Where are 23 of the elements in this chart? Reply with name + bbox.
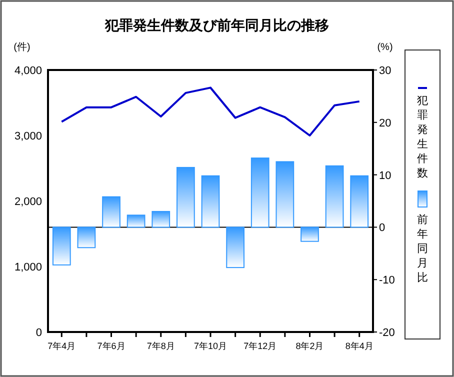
y2-tick-label: 30 — [379, 65, 392, 77]
y2-tick-label: 10 — [379, 170, 392, 182]
x-tick-label: 7年6月 — [97, 341, 126, 351]
y2-tick-label: -20 — [379, 327, 395, 339]
y2-tick-label: 20 — [379, 117, 392, 130]
chart-title: 犯罪発生件数及び前年同月比の推移 — [104, 17, 329, 33]
x-tick-label: 7年12月 — [244, 341, 277, 351]
x-tick-label: 7年8月 — [146, 341, 175, 351]
x-tick-label: 7年10月 — [194, 341, 228, 351]
legend-label: 犯罪発生件数 — [417, 95, 428, 180]
y-tick-label: 4,000 — [14, 65, 42, 77]
y-tick-label: 3,000 — [14, 130, 42, 142]
x-tick-label: 8年2月 — [296, 341, 324, 351]
y2-tick-label: 0 — [379, 222, 386, 234]
y-axis-title: (件) — [14, 42, 30, 53]
y2-axis-title: (%) — [377, 42, 393, 53]
y2-tick-label: -10 — [379, 274, 395, 287]
y-tick-label: 2,000 — [14, 196, 42, 208]
x-tick-label: 8年4月 — [345, 341, 374, 351]
y-tick-label: 0 — [36, 327, 42, 339]
x-tick-label: 7年4月 — [48, 341, 76, 351]
y-tick-label: 1,000 — [14, 262, 42, 274]
legend-label: 前年同月比 — [417, 214, 428, 284]
